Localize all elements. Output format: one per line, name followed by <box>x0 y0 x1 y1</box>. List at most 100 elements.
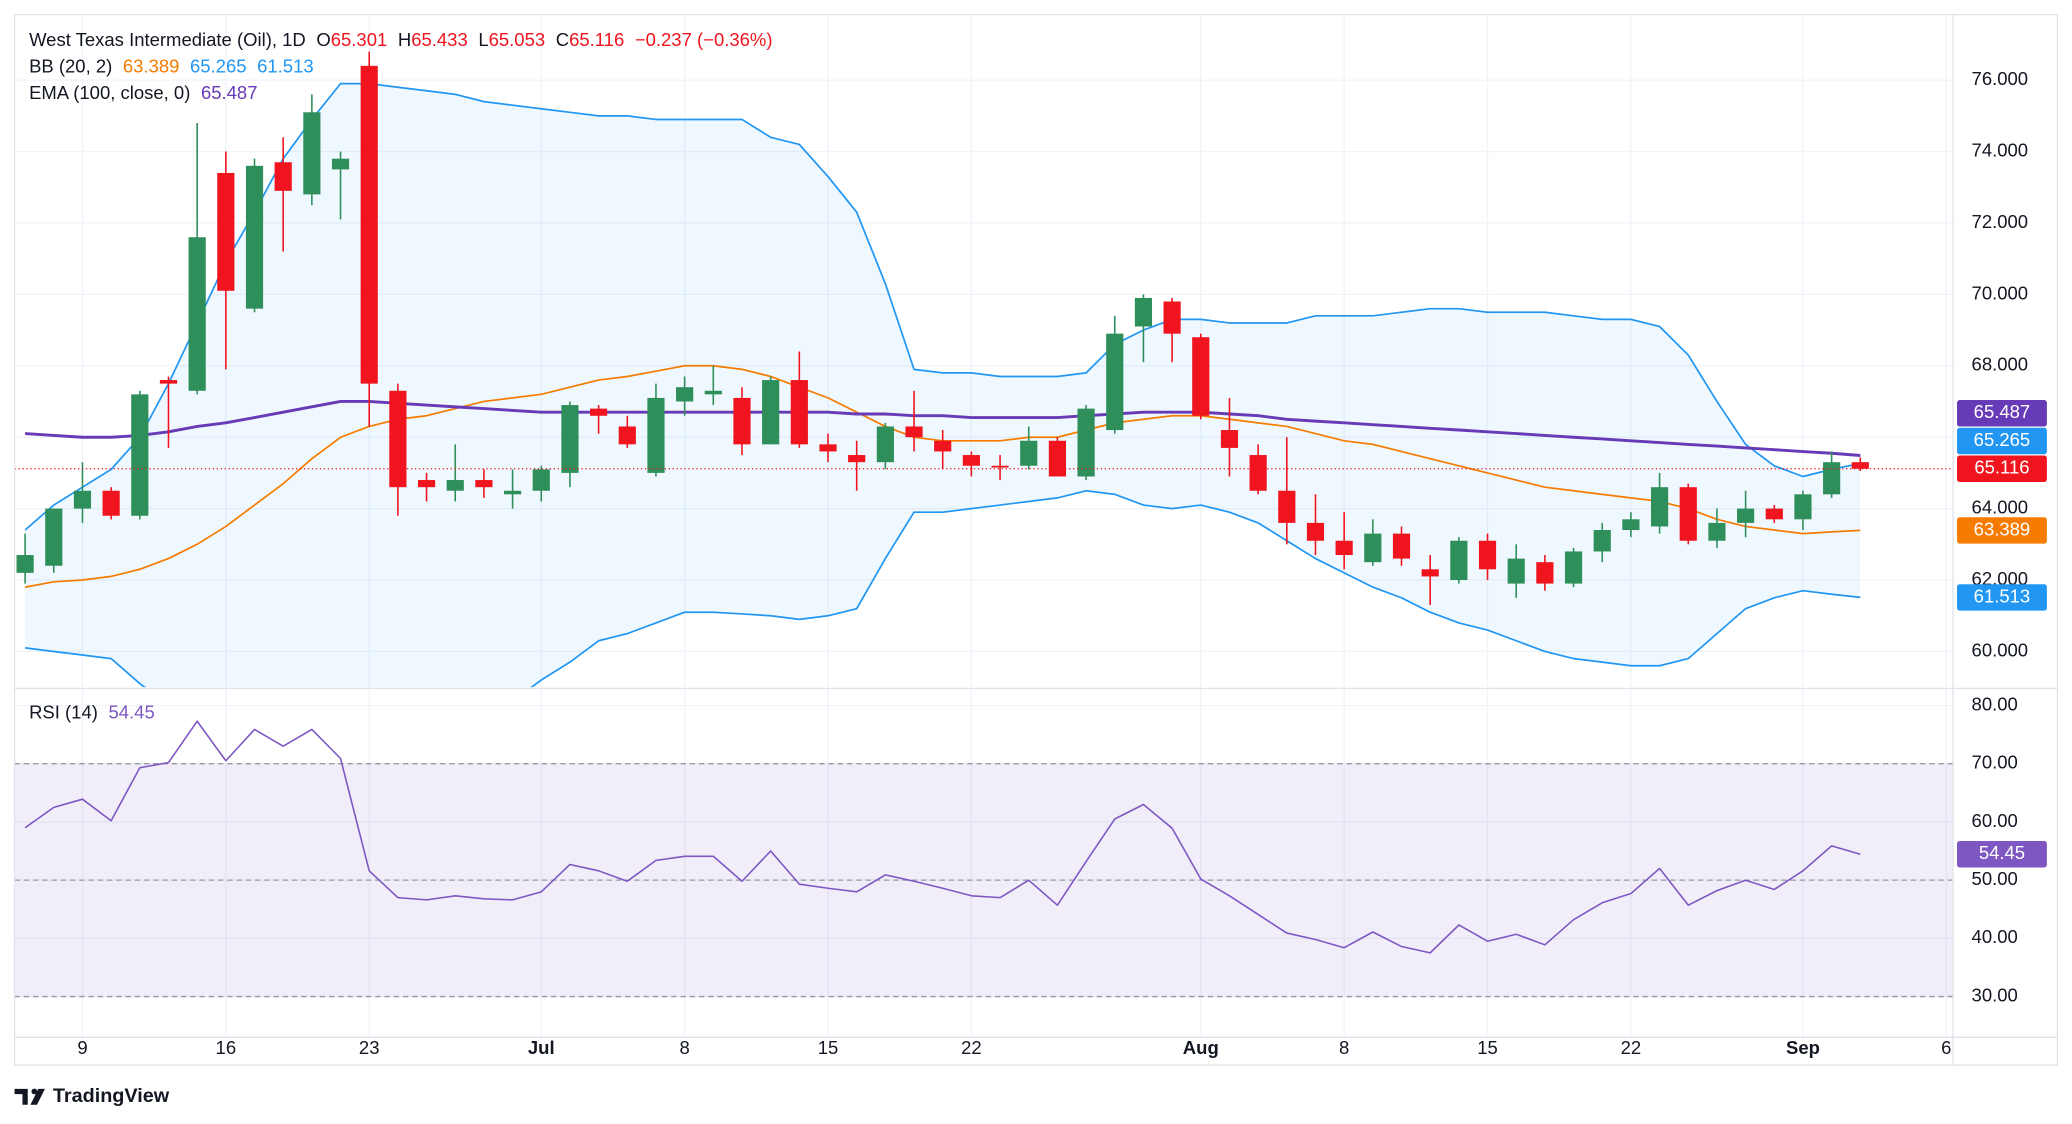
candle-body <box>1364 533 1382 563</box>
candle-body <box>1823 462 1841 495</box>
logo-icon <box>31 1088 38 1095</box>
rsi-legend: RSI (14) 54.45 <box>29 701 155 722</box>
candle-body <box>131 394 149 516</box>
candle-body <box>1450 540 1468 581</box>
candle-body <box>1134 297 1153 327</box>
candle-body <box>331 158 350 170</box>
ohlc-value: 65.433 <box>411 29 468 50</box>
candle-body <box>819 444 837 452</box>
candle-body <box>1536 562 1554 584</box>
x-tick-label: Sep <box>1786 1037 1820 1058</box>
axes: 9 16 23 Jul 8 15 22 Aug 8 15 22 Sep 6 60.000 62.000 64.… <box>77 68 2047 1058</box>
candle-body <box>45 508 63 566</box>
candle-body <box>762 380 780 445</box>
candle-body <box>159 380 178 384</box>
candle-body <box>303 112 321 195</box>
indicator-value: 63.389 <box>123 55 180 76</box>
footer-brand: TradingView <box>53 1085 170 1107</box>
candle-body <box>532 469 550 491</box>
ohlc-label: H <box>398 29 411 50</box>
candle-body <box>934 440 952 452</box>
price-tag-label: 61.513 <box>1974 585 2031 606</box>
candle-body <box>1507 558 1525 584</box>
rsi-pane <box>14 720 1954 998</box>
ohlc-value: 65.116 <box>569 29 624 50</box>
candle-body <box>876 426 894 463</box>
candle-body <box>1650 487 1669 527</box>
candle-body <box>1478 540 1497 570</box>
candle-body <box>446 480 464 491</box>
x-tick-label: 23 <box>359 1037 380 1058</box>
indicator-line <box>25 399 1861 457</box>
candle-body <box>475 480 493 488</box>
y-tick-label: 68.000 <box>1972 354 2029 375</box>
candle-body <box>274 162 292 191</box>
x-tick-label: 15 <box>818 1037 839 1058</box>
candle-body <box>704 390 722 395</box>
candle-body <box>1737 508 1755 523</box>
x-tick-label: 9 <box>77 1037 87 1058</box>
y-tick-label: 64.000 <box>1972 496 2029 517</box>
candle-body <box>1249 455 1267 491</box>
candle-body <box>1708 522 1726 541</box>
price-tag <box>1957 517 2047 544</box>
candle-body <box>733 397 751 445</box>
price-tag <box>1957 455 2047 482</box>
x-tick-label: Jul <box>528 1037 555 1058</box>
y-tick-label: 60.000 <box>1972 639 2029 660</box>
candle-body <box>188 237 206 391</box>
rsi-tick-label: 40.00 <box>1972 926 2018 947</box>
logo-icon <box>30 1088 45 1105</box>
price-tag <box>1957 400 2047 427</box>
candle-body <box>1335 540 1353 556</box>
candle-body <box>73 490 92 509</box>
ohlc-value: 65.053 <box>489 29 546 50</box>
candle-body <box>1794 494 1812 520</box>
candle-body <box>647 397 665 473</box>
candle-body <box>1163 301 1181 334</box>
x-tick-label: 6 <box>1941 1037 1951 1058</box>
x-tick-label: 16 <box>216 1037 237 1058</box>
candle-body <box>1392 533 1411 559</box>
indicator-line <box>24 82 1861 531</box>
candle-body <box>102 490 120 516</box>
x-tick-label: 15 <box>1477 1037 1498 1058</box>
rsi-tag-label: 54.45 <box>1979 842 2025 863</box>
candle-body <box>1278 490 1296 523</box>
candle-body <box>848 455 866 463</box>
price-tag-label: 63.389 <box>1974 518 2031 539</box>
candle-body <box>389 390 407 488</box>
indicator-value: 61.513 <box>257 55 314 76</box>
rsi-tick-label: 30.00 <box>1972 984 2018 1005</box>
candle-body <box>1048 440 1066 477</box>
candle-body <box>16 555 34 573</box>
candle-body <box>618 426 636 445</box>
logo-icon <box>14 1088 28 1105</box>
indicator-line <box>25 489 1861 688</box>
y-tick-label: 62.000 <box>1972 568 2029 589</box>
price-tag <box>1957 427 2047 455</box>
rsi-tag <box>1957 841 2047 868</box>
x-tick-label: 8 <box>1339 1037 1349 1058</box>
indicator-value: 65.265 <box>190 55 247 76</box>
candle-body <box>1220 430 1239 448</box>
candle-body <box>1192 337 1210 416</box>
candle-body <box>217 172 235 291</box>
price-tag-label: 65.487 <box>1974 401 2031 422</box>
candle-body <box>1765 508 1783 520</box>
indicator-name: BB (20, 2) <box>29 55 112 76</box>
rsi-tick-label: 60.00 <box>1972 810 2018 831</box>
y-tick-label: 74.000 <box>1972 139 2029 160</box>
indicator-value: 65.487 <box>201 82 258 103</box>
candle-body <box>590 408 608 416</box>
candle-body <box>991 465 1009 468</box>
rsi-name: RSI (14) <box>29 701 98 722</box>
candle-body <box>503 490 522 495</box>
price-pane <box>14 51 1954 688</box>
candle-body <box>1679 487 1697 541</box>
rsi-band <box>14 763 1954 997</box>
x-tick-label: 8 <box>679 1037 689 1058</box>
price-tag <box>1957 584 2047 611</box>
